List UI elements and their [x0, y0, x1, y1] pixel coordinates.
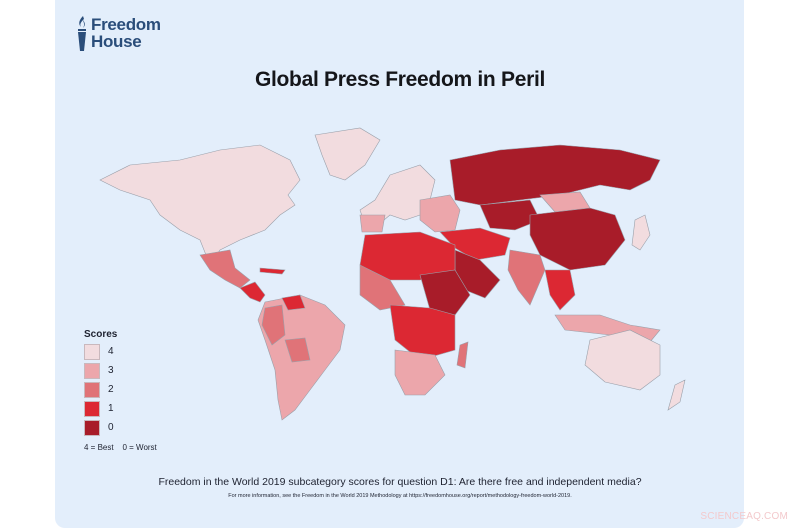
page-title: Global Press Freedom in Peril	[254, 68, 546, 91]
legend-label: 3	[108, 365, 114, 376]
legend-swatch-0	[84, 419, 100, 436]
region-cuba	[259, 267, 286, 275]
freedom-house-logo[interactable]: Freedom House	[76, 16, 161, 52]
world-map	[99, 127, 686, 421]
region-venezuela	[281, 294, 306, 311]
region-colombia-peru	[261, 304, 286, 346]
region-india	[507, 249, 546, 306]
legend-swatch-2	[84, 381, 100, 398]
region-australia	[584, 329, 661, 391]
logo-line1: Freedom	[91, 15, 161, 34]
legend-title: Scores	[84, 329, 118, 340]
region-north-america	[99, 144, 301, 266]
legend-item: 3	[84, 361, 157, 380]
score-legend: Scores 4 3 2 1 0 4 = Best 0 = Worst	[84, 329, 157, 452]
legend-label: 1	[108, 403, 114, 414]
watermark: SCIENCEAQ.COM	[700, 511, 788, 522]
legend-item: 2	[84, 380, 157, 399]
footnote: For more information, see the Freedom in…	[228, 493, 572, 499]
legend-label: 4	[108, 346, 114, 357]
region-new-zealand	[667, 379, 686, 411]
legend-item: 0	[84, 418, 157, 437]
region-central-asia	[479, 199, 541, 231]
region-sudan-horn	[419, 269, 471, 316]
legend-label: 2	[108, 384, 114, 395]
region-central-africa	[389, 304, 456, 361]
torch-icon	[78, 16, 86, 51]
legend-item: 1	[84, 399, 157, 418]
legend-swatch-1	[84, 400, 100, 417]
region-madagascar	[456, 341, 469, 369]
region-southeast-asia	[544, 269, 576, 311]
legend-label: 0	[108, 422, 114, 433]
legend-swatch-3	[84, 362, 100, 379]
legend-note: 4 = Best 0 = Worst	[84, 443, 157, 452]
region-china	[529, 207, 626, 271]
legend-swatch-4	[84, 343, 100, 360]
caption: Freedom in the World 2019 subcategory sc…	[158, 476, 642, 488]
legend-item: 4	[84, 342, 157, 361]
region-western-europe	[359, 164, 436, 226]
logo-line2: House	[91, 32, 142, 51]
region-central-america	[239, 281, 266, 303]
region-mexico	[199, 249, 251, 289]
region-bolivia	[284, 337, 311, 363]
region-southern-africa	[394, 349, 446, 396]
region-japan	[631, 214, 651, 251]
region-eastern-europe	[419, 194, 461, 233]
region-iberia	[359, 214, 386, 233]
region-greenland	[314, 127, 381, 181]
